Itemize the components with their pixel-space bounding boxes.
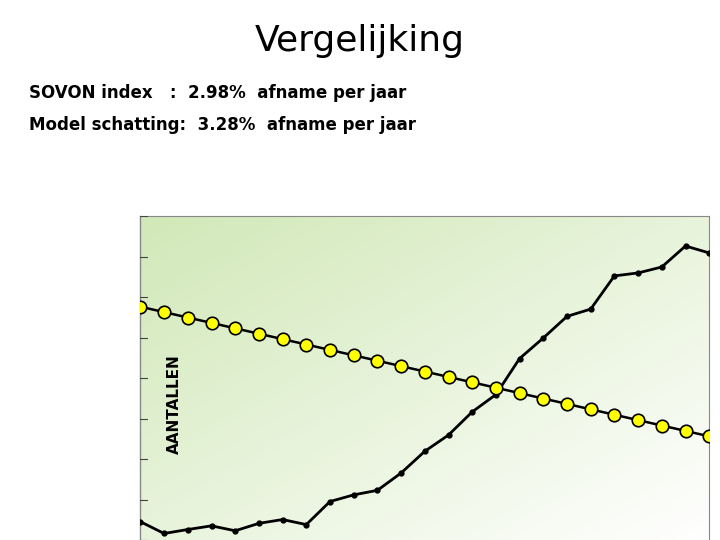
Text: Model schatting:  3.28%  afname per jaar: Model schatting: 3.28% afname per jaar bbox=[29, 116, 416, 134]
Text: Vergelijking: Vergelijking bbox=[255, 24, 465, 58]
Text: SOVON index   :  2.98%  afname per jaar: SOVON index : 2.98% afname per jaar bbox=[29, 84, 406, 102]
Text: AANTALLEN: AANTALLEN bbox=[167, 354, 182, 454]
